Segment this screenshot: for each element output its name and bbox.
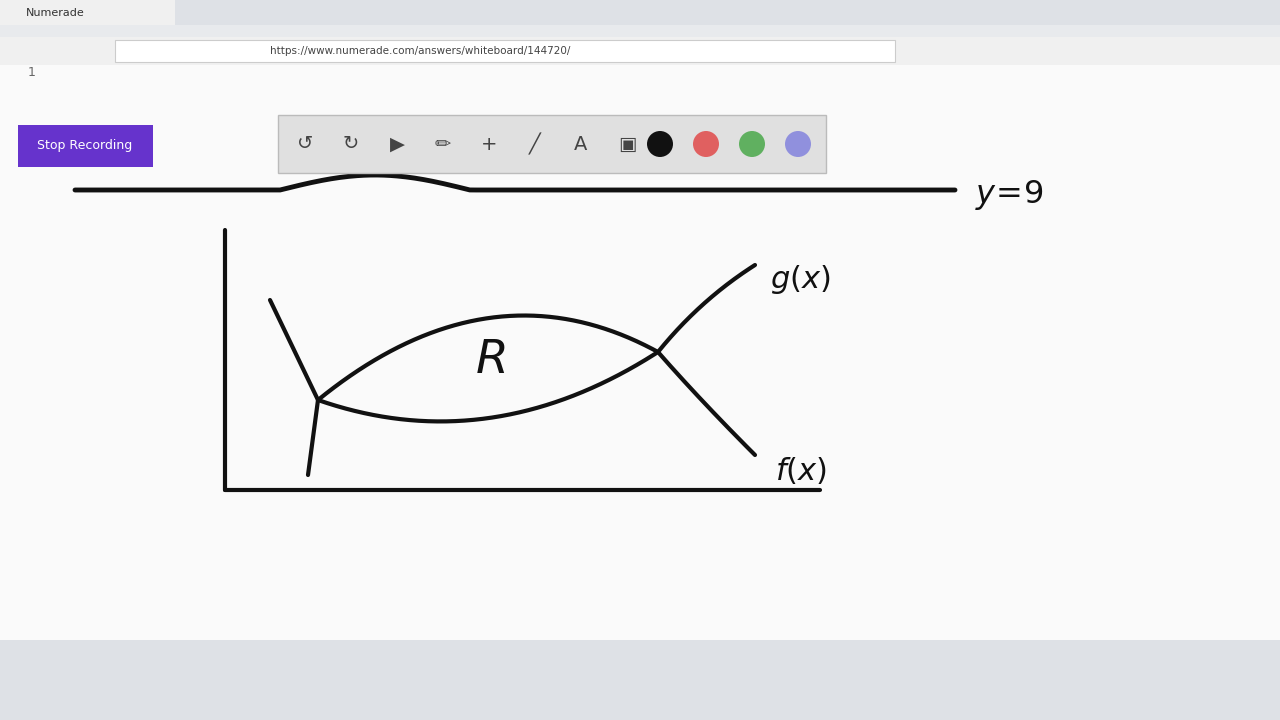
Text: $g(x)$: $g(x)$ xyxy=(771,264,831,297)
Bar xyxy=(278,115,826,173)
Text: ✏: ✏ xyxy=(435,135,451,153)
Text: Numerade: Numerade xyxy=(26,8,84,18)
Text: 1: 1 xyxy=(28,66,36,79)
Text: $y\!=\!9$: $y\!=\!9$ xyxy=(975,178,1043,212)
Bar xyxy=(0,37,1280,65)
Bar xyxy=(0,0,175,25)
Text: A: A xyxy=(575,135,588,153)
Bar xyxy=(0,0,1280,37)
Bar xyxy=(18,125,154,167)
Bar xyxy=(115,40,895,62)
Text: Stop Recording: Stop Recording xyxy=(37,140,133,153)
Circle shape xyxy=(739,131,765,157)
Text: ↻: ↻ xyxy=(343,135,360,153)
Text: ▣: ▣ xyxy=(618,135,636,153)
Bar xyxy=(0,65,1280,640)
Text: $f(x)$: $f(x)$ xyxy=(774,456,827,487)
Text: ╱: ╱ xyxy=(529,133,541,155)
Text: ↺: ↺ xyxy=(297,135,314,153)
Circle shape xyxy=(646,131,673,157)
Circle shape xyxy=(785,131,812,157)
Bar xyxy=(0,0,1280,25)
Text: +: + xyxy=(481,135,497,153)
Text: ▶: ▶ xyxy=(389,135,404,153)
Text: $R$: $R$ xyxy=(475,338,506,382)
Text: https://www.numerade.com/answers/whiteboard/144720/: https://www.numerade.com/answers/whitebo… xyxy=(270,46,571,56)
Circle shape xyxy=(692,131,719,157)
